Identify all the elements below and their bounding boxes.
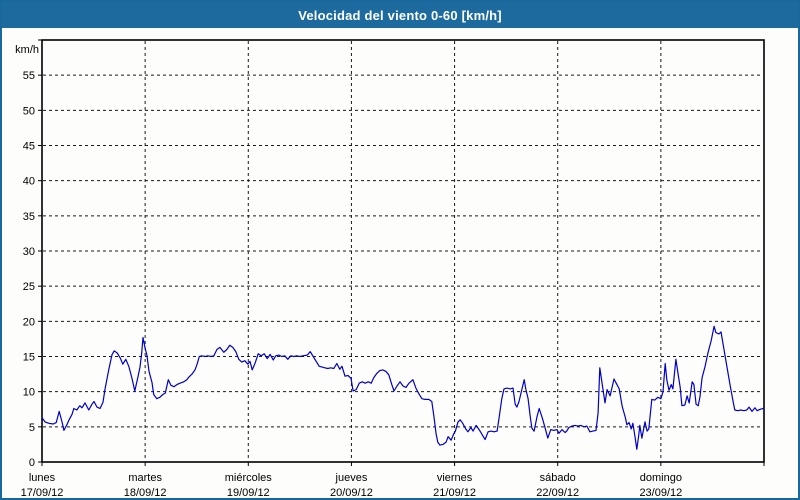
- y-tick-label: 20: [23, 316, 35, 328]
- day-date-label: 21/09/12: [433, 487, 476, 499]
- y-tick-label: 35: [23, 211, 35, 223]
- day-date-label: 17/09/12: [21, 487, 64, 499]
- day-name-label: martes: [128, 472, 162, 484]
- day-name-label: lunes: [29, 472, 56, 484]
- y-tick-label: 0: [29, 457, 35, 469]
- y-tick-label: 30: [23, 246, 35, 258]
- y-tick-label: 25: [23, 281, 35, 293]
- day-name-label: viernes: [437, 472, 473, 484]
- chart-title-bar: Velocidad del viento 0-60 [km/h]: [2, 2, 798, 28]
- day-name-label: domingo: [640, 472, 682, 484]
- day-date-label: 20/09/12: [330, 487, 373, 499]
- chart-title: Velocidad del viento 0-60 [km/h]: [298, 7, 502, 23]
- y-tick-label: 10: [23, 387, 35, 399]
- y-tick-label: 50: [23, 105, 35, 117]
- day-date-label: 19/09/12: [227, 487, 270, 499]
- day-name-label: sábado: [540, 472, 576, 484]
- day-name-label: jueves: [335, 472, 368, 484]
- y-tick-label: 40: [23, 176, 35, 188]
- y-tick-label: 55: [23, 70, 35, 82]
- day-date-label: 18/09/12: [124, 487, 167, 499]
- wind-speed-chart: 0 5 10 15 20 25 30 35 40 45 50 55 lunes 17/09/12 marte…: [15, 39, 765, 499]
- y-tick-label: 45: [23, 141, 35, 153]
- day-date-label: 22/09/12: [536, 487, 579, 499]
- y-axis-unit-label: km/h: [15, 44, 39, 56]
- day-date-label: 23/09/12: [639, 487, 682, 499]
- wind-speed-line: [41, 325, 765, 450]
- day-name-label: miércoles: [225, 472, 273, 484]
- y-tick-label: 5: [29, 422, 35, 434]
- y-tick-label: 15: [23, 352, 35, 364]
- plot-border: [41, 39, 765, 463]
